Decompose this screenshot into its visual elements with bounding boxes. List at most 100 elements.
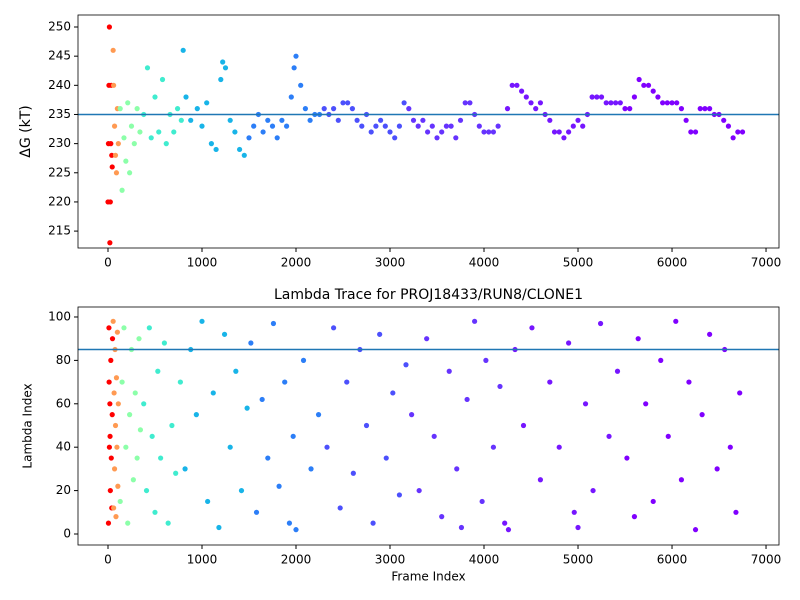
x-tick-label: 0: [104, 553, 112, 567]
point: [608, 100, 614, 106]
point: [107, 433, 113, 439]
point: [111, 123, 118, 129]
point: [368, 129, 374, 135]
point: [227, 117, 233, 123]
point: [613, 100, 619, 106]
point: [302, 106, 308, 112]
point: [575, 524, 581, 531]
point: [288, 94, 294, 100]
point: [467, 100, 473, 106]
point: [603, 100, 609, 106]
point: [707, 331, 713, 337]
point: [283, 123, 290, 129]
point: [617, 100, 623, 106]
point: [193, 412, 199, 418]
point: [528, 100, 534, 106]
point: [486, 129, 492, 135]
point: [117, 106, 123, 112]
point: [458, 524, 465, 531]
point: [265, 117, 271, 123]
point: [259, 396, 265, 403]
point: [739, 129, 746, 135]
point: [443, 123, 450, 129]
point: [107, 401, 113, 407]
point: [439, 514, 445, 520]
point: [132, 390, 138, 396]
point: [424, 336, 430, 342]
point: [714, 466, 720, 472]
point: [158, 455, 164, 461]
point: [199, 123, 205, 129]
point: [108, 455, 114, 461]
point: [221, 331, 228, 337]
point: [582, 401, 589, 407]
x-tick-label: 2000: [281, 256, 312, 270]
point: [481, 129, 487, 135]
point: [194, 106, 200, 112]
point: [483, 357, 489, 363]
x-tick-label: 6000: [657, 553, 688, 567]
point: [416, 487, 422, 494]
point: [238, 487, 245, 494]
point: [622, 106, 628, 112]
point: [502, 520, 508, 526]
point: [674, 100, 680, 106]
point: [134, 455, 140, 461]
point: [472, 318, 478, 324]
point: [114, 329, 120, 335]
point: [204, 100, 210, 106]
point: [737, 390, 743, 396]
x-tick-label: 7000: [751, 553, 782, 567]
point: [446, 368, 452, 374]
y-tick-label: 240: [48, 78, 71, 92]
point: [279, 117, 285, 123]
point: [128, 123, 135, 129]
point: [344, 379, 350, 385]
point: [127, 170, 133, 176]
point: [678, 106, 685, 112]
y-tick-label: 235: [48, 107, 71, 121]
point: [286, 520, 293, 526]
point: [645, 82, 652, 88]
point: [144, 65, 151, 71]
point: [210, 390, 216, 396]
point: [248, 340, 254, 346]
point: [457, 117, 464, 123]
point: [392, 135, 398, 141]
point: [108, 141, 114, 147]
point: [349, 106, 356, 112]
x-tick-label: 2000: [281, 553, 312, 567]
point: [109, 164, 115, 170]
point: [236, 146, 243, 153]
x-tick-label: 4000: [469, 256, 500, 270]
point: [169, 422, 175, 429]
point: [382, 123, 388, 129]
point: [123, 444, 129, 450]
point: [561, 135, 567, 141]
x-tick-label: 0: [104, 256, 112, 270]
point: [241, 152, 247, 158]
point: [354, 117, 360, 123]
point: [307, 117, 313, 123]
point: [232, 129, 238, 135]
point: [396, 492, 403, 498]
point: [490, 129, 497, 135]
point: [111, 82, 117, 88]
point: [699, 412, 705, 418]
point: [199, 318, 205, 324]
point: [270, 320, 277, 327]
point: [448, 123, 454, 129]
point: [476, 123, 482, 129]
point: [606, 433, 612, 439]
plot-area: [78, 307, 779, 545]
point: [110, 47, 116, 53]
point: [276, 483, 282, 489]
point: [308, 466, 314, 472]
axes-frame: [77, 14, 780, 249]
point: [529, 325, 535, 331]
point: [383, 455, 389, 461]
point: [692, 527, 699, 533]
point: [177, 379, 183, 385]
point: [108, 357, 114, 363]
